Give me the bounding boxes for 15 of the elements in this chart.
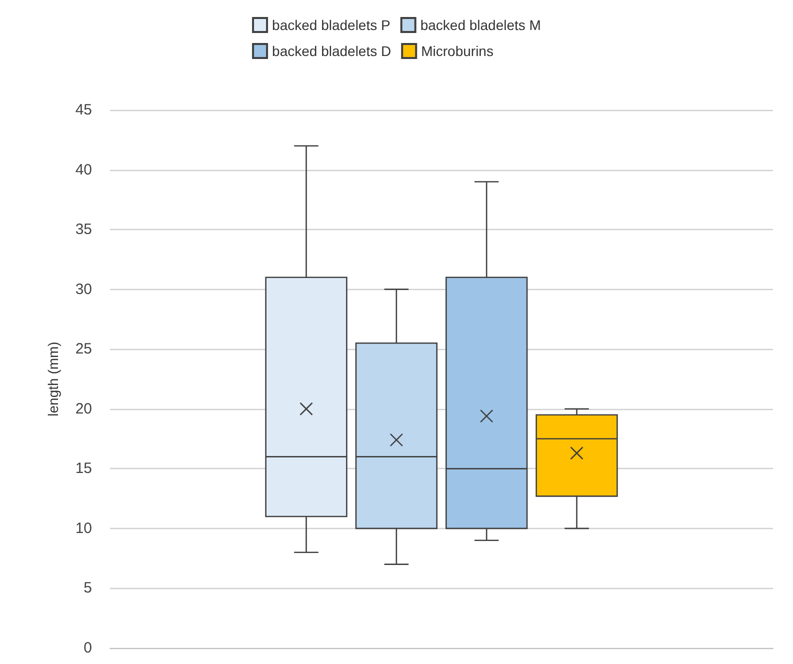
y-tick-label: 25 xyxy=(75,340,92,358)
y-tick-label: 20 xyxy=(75,400,92,418)
y-tick-label: 45 xyxy=(75,102,92,118)
legend-label: backed bladelets D xyxy=(272,43,392,59)
legend-label: Microburins xyxy=(421,43,494,59)
y-tick-label: 15 xyxy=(75,460,92,478)
y-tick-label: 40 xyxy=(75,161,92,178)
y-axis-title: length (mm) xyxy=(45,342,61,416)
y-tick-label: 5 xyxy=(84,580,92,597)
legend-label: backed bladelets M xyxy=(420,17,541,33)
y-tick-label: 0 xyxy=(84,640,92,656)
y-tick-label: 30 xyxy=(75,280,92,298)
y-tick-label: 10 xyxy=(75,520,92,537)
legend-label: backed bladelets P xyxy=(272,17,390,33)
y-tick-label: 35 xyxy=(75,221,92,238)
